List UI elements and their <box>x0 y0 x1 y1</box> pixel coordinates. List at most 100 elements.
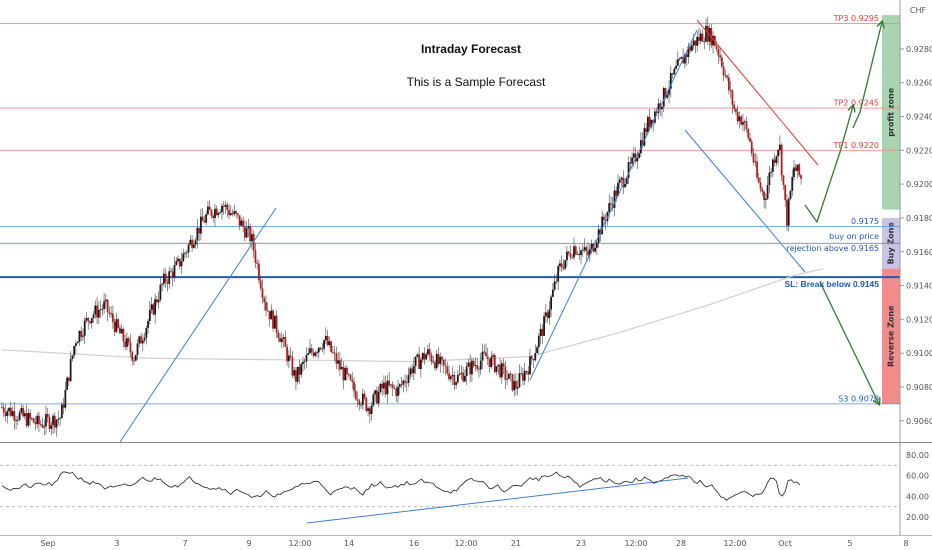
candle-body <box>404 380 406 383</box>
candle-body <box>460 372 463 374</box>
candle-body <box>228 209 230 216</box>
candle-body <box>786 200 788 226</box>
time-tick: 12:00 <box>624 539 647 548</box>
candle-body <box>83 320 86 336</box>
candle-body <box>134 354 137 361</box>
candle-body <box>268 311 271 320</box>
candle-body <box>120 328 123 334</box>
candle-body <box>462 372 465 382</box>
candle-body <box>648 116 651 127</box>
candle-body <box>289 355 292 358</box>
candle-body <box>745 121 748 129</box>
chart-subtitle: This is a Sample Forecast <box>407 75 546 89</box>
candle-body <box>800 175 802 179</box>
candle-body <box>321 348 324 350</box>
candle-body <box>194 240 197 245</box>
candle-body <box>782 175 785 185</box>
candle-body <box>738 116 741 122</box>
time-tick: Oct <box>778 539 792 548</box>
candle-body <box>365 398 368 411</box>
candle-body <box>449 376 452 380</box>
candle-body <box>661 106 663 110</box>
candle-body <box>379 383 382 393</box>
forecast-arrow-up <box>804 106 853 224</box>
candle-body <box>463 375 466 382</box>
candle-body <box>472 360 475 366</box>
candle-body <box>16 419 19 421</box>
candle-body <box>666 94 669 98</box>
candle-body <box>613 190 616 208</box>
candle-body <box>99 309 102 311</box>
candle-body <box>629 162 632 164</box>
forecast-arrow-tp3 <box>852 22 882 129</box>
arrow-layer <box>804 22 882 404</box>
candle-body <box>395 388 398 397</box>
candle-body <box>759 182 762 190</box>
candle-body <box>432 361 435 363</box>
candle-body <box>520 373 523 375</box>
candle-body <box>400 384 403 386</box>
candle-body <box>119 327 121 334</box>
candle-body <box>180 261 183 267</box>
candle-body <box>560 263 563 268</box>
candle-body <box>471 360 473 375</box>
candle-body <box>279 337 281 342</box>
level-label-4: buy on price <box>829 232 879 241</box>
candle-body <box>351 379 354 382</box>
time-tick: 8 <box>903 539 908 548</box>
zone-2 <box>882 268 900 404</box>
candle-body <box>409 368 412 375</box>
candle-body <box>310 348 313 353</box>
candle-body <box>103 301 105 309</box>
candle-body <box>469 362 472 375</box>
candle-body <box>742 122 744 125</box>
candle-body <box>548 309 551 318</box>
candle-body <box>550 296 553 310</box>
candle-body <box>634 153 637 162</box>
candle-body <box>486 356 489 359</box>
candle-body <box>569 253 572 258</box>
candle-body <box>108 312 111 314</box>
candle-body <box>245 228 248 238</box>
candle-body <box>391 384 394 388</box>
candle-body <box>418 354 421 369</box>
candle-body <box>333 352 336 354</box>
candle-body <box>354 390 357 400</box>
candle-body <box>367 408 369 411</box>
candle-body <box>437 354 440 364</box>
candle-body <box>571 257 574 259</box>
candle-body <box>356 399 359 401</box>
candle-body <box>750 141 753 154</box>
candle-body <box>87 318 90 322</box>
candle-body <box>207 206 209 215</box>
candle-body <box>189 239 192 245</box>
candle-body <box>62 404 65 408</box>
candle-body <box>212 216 215 219</box>
candle-body <box>272 310 274 329</box>
candle-body <box>650 119 653 127</box>
candle-body <box>155 299 158 303</box>
candle-body <box>698 36 700 41</box>
candle-body <box>374 390 377 395</box>
candle-body <box>170 271 172 273</box>
candle-body <box>481 351 484 361</box>
candle-body <box>50 425 53 429</box>
candle-body <box>214 208 216 219</box>
candle-body <box>240 220 243 226</box>
candle-body <box>787 199 790 226</box>
candle-body <box>157 299 160 303</box>
candle-body <box>456 374 459 383</box>
candle-body <box>676 59 679 66</box>
candle-body <box>669 73 672 89</box>
currency-label: CHF <box>910 6 927 15</box>
candle-body <box>196 227 199 241</box>
candle-body <box>717 49 720 56</box>
candle-body <box>527 371 530 375</box>
candle-body <box>20 407 23 413</box>
candle-body <box>363 393 366 399</box>
candle-body <box>340 367 343 370</box>
